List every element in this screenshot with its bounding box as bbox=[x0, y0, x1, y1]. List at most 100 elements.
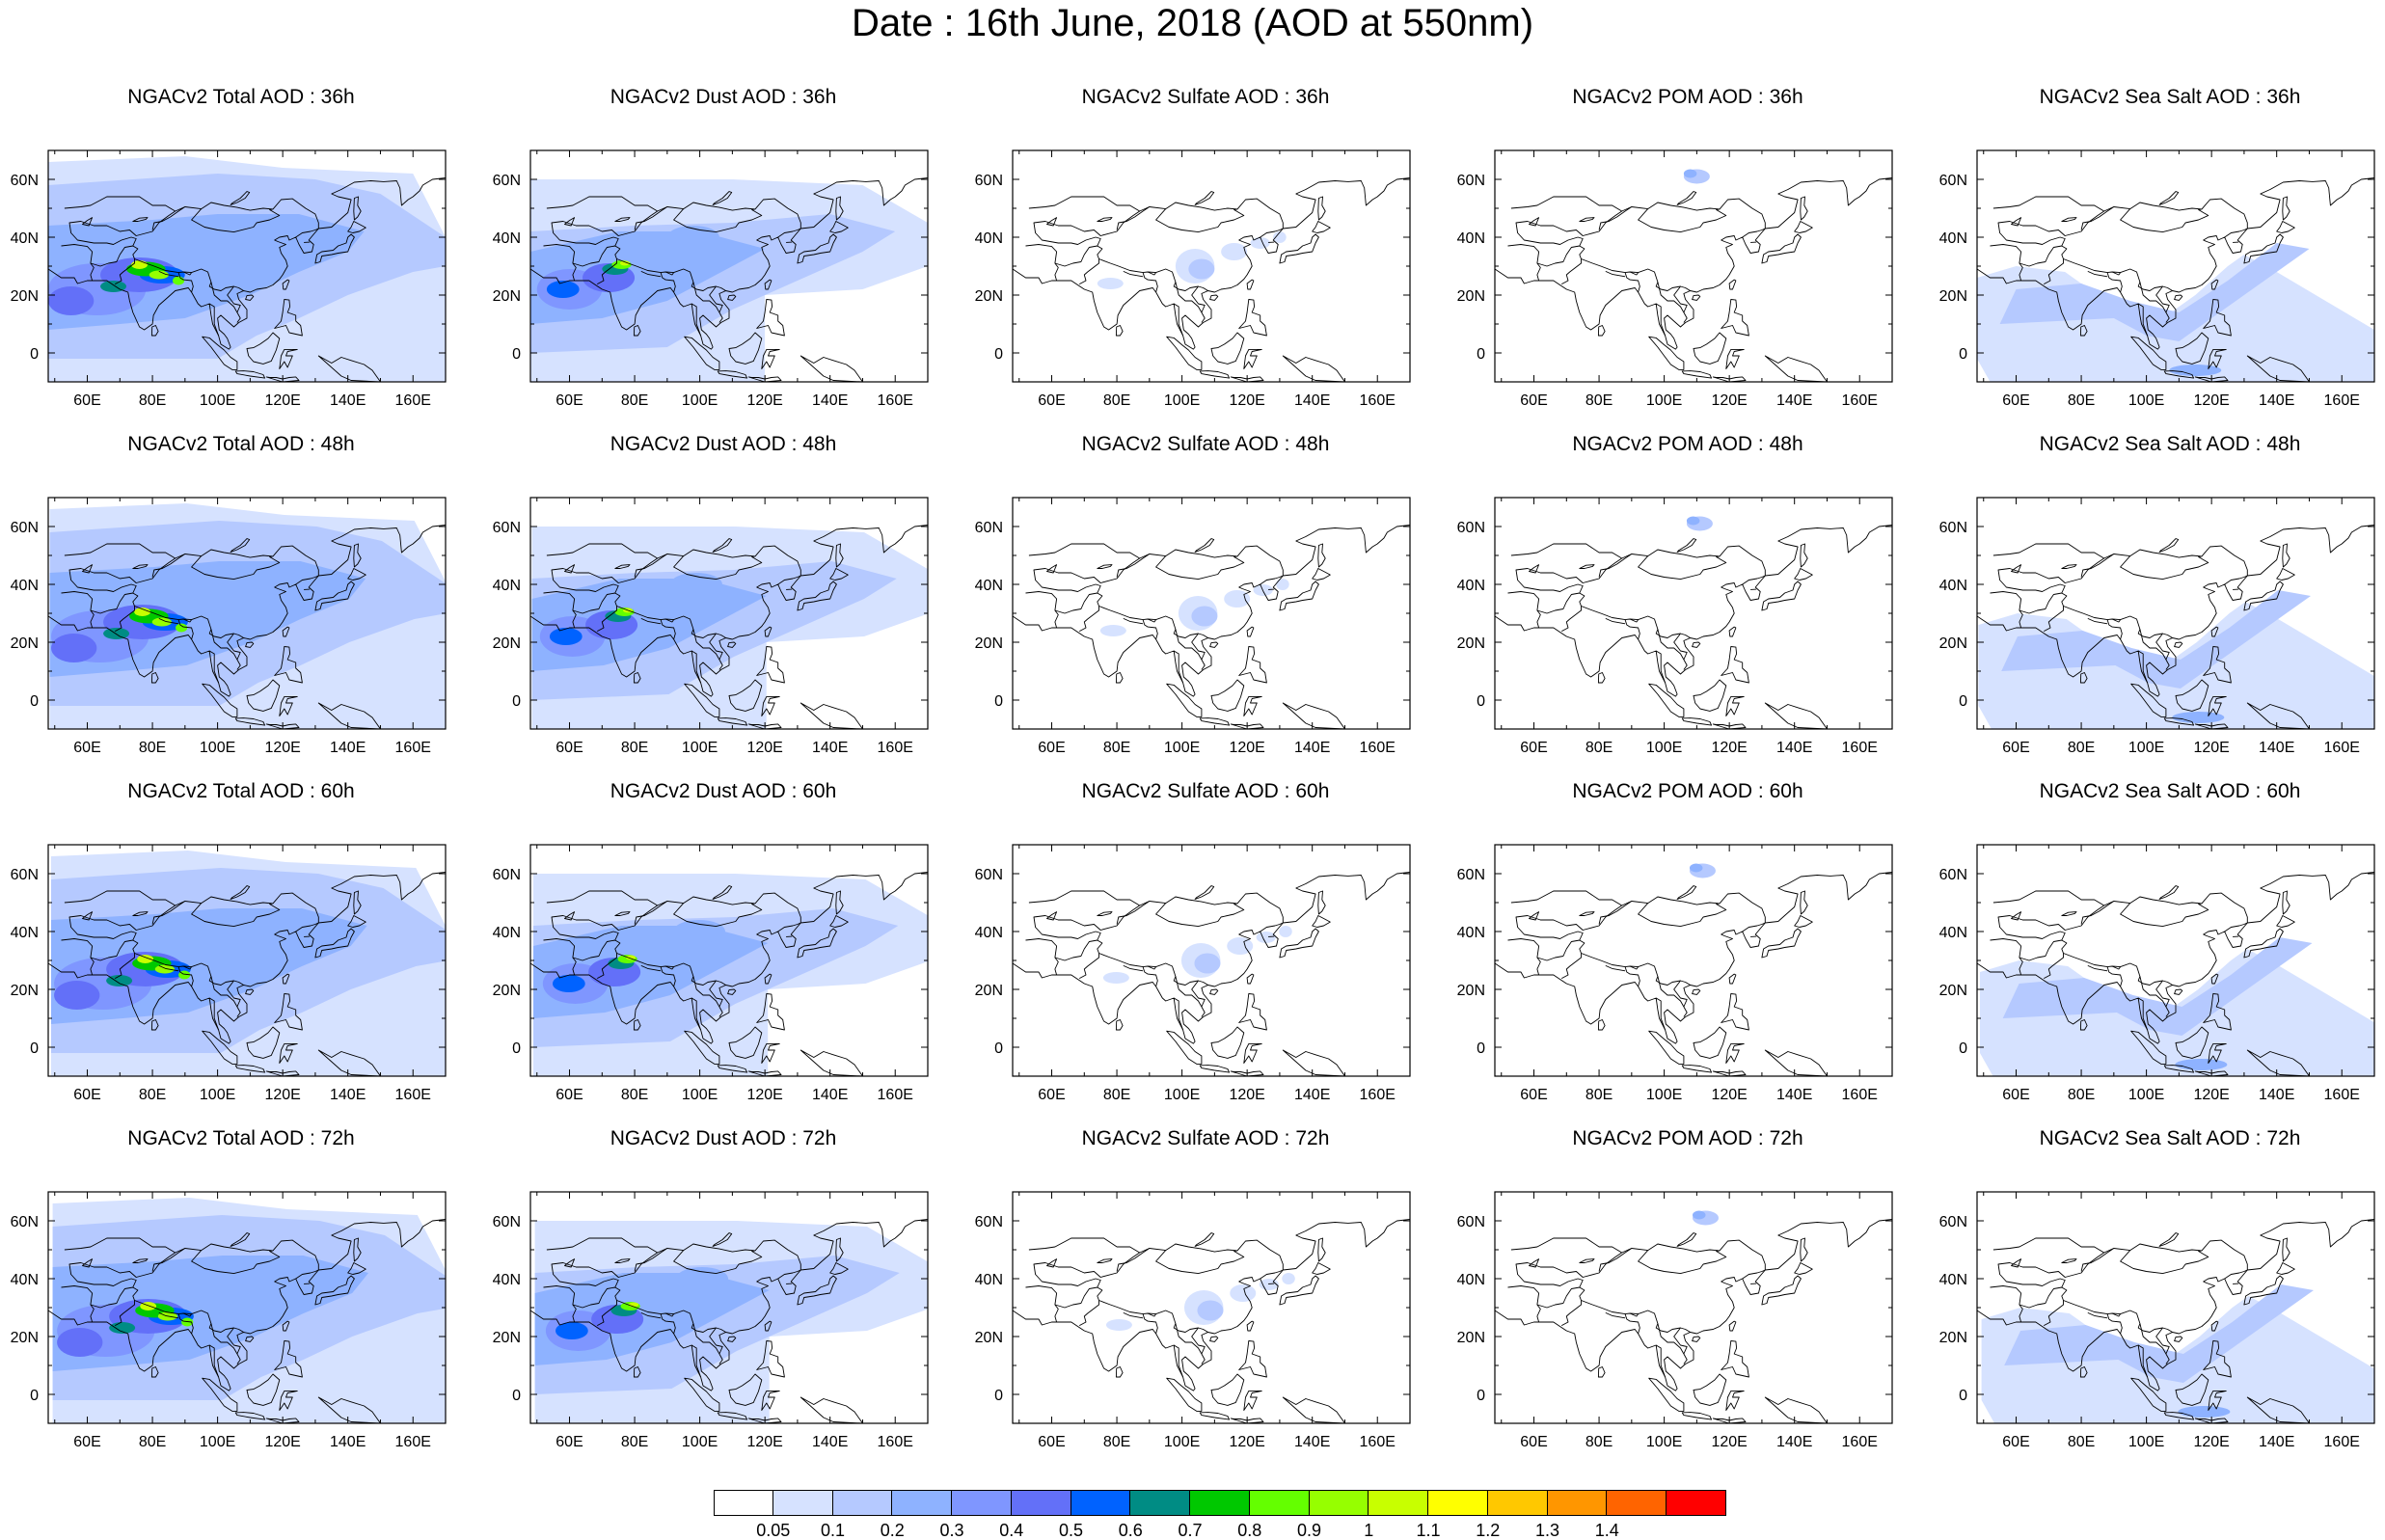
lat-tick-label: 60N bbox=[1939, 520, 1967, 536]
aod-contour-region bbox=[546, 281, 580, 298]
lat-tick-label: 60N bbox=[11, 520, 39, 536]
lat-tick-label: 0 bbox=[512, 1388, 521, 1404]
lon-tick-label: 60E bbox=[73, 1087, 100, 1103]
map-svg: 60E 80E 100E 120E 140E 160E 60N 40N 20N 0 bbox=[493, 149, 929, 409]
panel-title: NGACv2 POM AOD : 60h bbox=[1572, 780, 1803, 802]
aod-contour-region bbox=[1224, 590, 1251, 608]
map-plot: 60E 80E 100E 120E 140E 160E 60N 40N 20N 0 bbox=[964, 459, 1447, 760]
lon-tick-label: 100E bbox=[1164, 1434, 1200, 1450]
map-panel-sulfate-48h: NGACv2 Sulfate AOD : 48h 60E 80E 100E 120E 14… bbox=[964, 432, 1447, 760]
coastlines bbox=[1013, 177, 1410, 382]
lon-tick-label: 160E bbox=[1842, 1087, 1878, 1103]
aod-contour-region bbox=[173, 276, 185, 285]
map-svg: 60E 80E 100E 120E 140E 160E 60N 40N 20N 0 bbox=[493, 497, 929, 756]
lon-tick-label: 60E bbox=[73, 740, 100, 756]
lon-tick-label: 80E bbox=[1103, 1434, 1130, 1450]
colorbar-label: 0.1 bbox=[820, 1521, 846, 1540]
lat-tick-label: 40N bbox=[975, 1272, 1003, 1288]
lat-tick-label: 40N bbox=[11, 925, 39, 941]
lat-tick-label: 0 bbox=[994, 1040, 1003, 1057]
lon-tick-label: 160E bbox=[1842, 392, 1878, 409]
lat-tick-label: 20N bbox=[493, 1330, 521, 1346]
lat-tick-label: 60N bbox=[1457, 520, 1485, 536]
lon-tick-label: 80E bbox=[1585, 392, 1613, 409]
aod-contour-region bbox=[154, 964, 176, 974]
lon-tick-label: 140E bbox=[1294, 740, 1330, 756]
lon-tick-label: 80E bbox=[621, 392, 648, 409]
map-svg: 60E 80E 100E 120E 140E 160E 60N 40N 20N 0 bbox=[1939, 844, 2375, 1103]
aod-contour-region bbox=[2169, 365, 2222, 376]
coastlines bbox=[1495, 177, 1892, 382]
lon-tick-label: 100E bbox=[2128, 740, 2164, 756]
aod-contour-region bbox=[552, 975, 585, 992]
lon-tick-label: 120E bbox=[1229, 392, 1264, 409]
colorbar-label: 0.8 bbox=[1237, 1521, 1262, 1540]
lon-tick-label: 100E bbox=[2128, 1087, 2164, 1103]
lon-tick-label: 100E bbox=[2128, 1434, 2164, 1450]
aod-contour-region bbox=[1692, 1210, 1706, 1220]
lon-tick-label: 120E bbox=[2193, 1434, 2229, 1450]
aod-contour-region bbox=[149, 270, 169, 280]
map-plot: 60E 80E 100E 120E 140E 160E 60N 40N 20N 0 bbox=[482, 112, 964, 413]
lat-tick-label: 20N bbox=[1457, 1330, 1485, 1346]
coastlines bbox=[530, 177, 928, 382]
aod-contour-region bbox=[1689, 863, 1703, 873]
colorbar-label: 1.3 bbox=[1534, 1521, 1560, 1540]
panel-title: NGACv2 Dust AOD : 36h bbox=[610, 86, 837, 108]
lon-tick-label: 100E bbox=[200, 1087, 235, 1103]
lat-tick-label: 60N bbox=[975, 173, 1003, 189]
lon-tick-label: 120E bbox=[1229, 740, 1264, 756]
map-svg: 60E 80E 100E 120E 140E 160E 60N 40N 20N 0 bbox=[1939, 1191, 2375, 1450]
map-panel-total-60h: NGACv2 Total AOD : 60h 60E 80E 100E 120E 140E… bbox=[0, 779, 482, 1107]
coastlines bbox=[1013, 525, 1410, 729]
colorbar-label: 0.9 bbox=[1296, 1521, 1322, 1540]
lon-tick-label: 80E bbox=[2068, 1087, 2095, 1103]
axis-ticks bbox=[1977, 1191, 2375, 1424]
axis-ticks bbox=[1495, 1191, 1893, 1424]
lon-tick-label: 100E bbox=[682, 740, 718, 756]
lat-tick-label: 20N bbox=[975, 1330, 1003, 1346]
lat-tick-label: 20N bbox=[493, 635, 521, 652]
map-svg: 60E 80E 100E 120E 140E 160E 60N 40N 20N 0 bbox=[1457, 149, 1893, 409]
coastlines bbox=[530, 872, 928, 1076]
colorbar-swatch bbox=[772, 1490, 833, 1516]
aod-contour-region bbox=[672, 920, 725, 943]
lat-tick-label: 0 bbox=[512, 346, 521, 363]
lon-tick-label: 160E bbox=[1360, 740, 1396, 756]
lat-tick-label: 40N bbox=[975, 925, 1003, 941]
aod-contour-region bbox=[51, 634, 97, 662]
lon-tick-label: 160E bbox=[878, 392, 913, 409]
aod-contour-region bbox=[2002, 937, 2313, 1036]
colorbar-label: 0.4 bbox=[999, 1521, 1024, 1540]
lat-tick-label: 20N bbox=[1457, 983, 1485, 999]
lon-tick-label: 60E bbox=[2002, 1087, 2029, 1103]
panel-title: NGACv2 POM AOD : 36h bbox=[1572, 86, 1803, 108]
panel-title: NGACv2 Total AOD : 60h bbox=[127, 780, 355, 802]
map-plot: 60E 80E 100E 120E 140E 160E 60N 40N 20N 0 bbox=[482, 806, 964, 1107]
lon-tick-label: 60E bbox=[1038, 1087, 1065, 1103]
map-panel-total-48h: NGACv2 Total AOD : 48h 60E 80E 100E 120E 140E… bbox=[0, 432, 482, 760]
lon-tick-label: 60E bbox=[73, 392, 100, 409]
lon-tick-label: 80E bbox=[139, 392, 166, 409]
lon-tick-label: 60E bbox=[1520, 740, 1547, 756]
map-svg: 60E 80E 100E 120E 140E 160E 60N 40N 20N 0 bbox=[1457, 497, 1893, 756]
lat-tick-label: 60N bbox=[975, 867, 1003, 883]
colorbar-swatch bbox=[1130, 1490, 1190, 1516]
lat-tick-label: 40N bbox=[1939, 578, 1967, 594]
lon-tick-label: 60E bbox=[556, 1087, 583, 1103]
map-panel-pom-72h: NGACv2 POM AOD : 72h 60E 80E 100E 120E 140E 16… bbox=[1447, 1126, 1929, 1454]
map-panel-sulfate-60h: NGACv2 Sulfate AOD : 60h 60E 80E 100E 120E 14… bbox=[964, 779, 1447, 1107]
lat-tick-label: 20N bbox=[975, 635, 1003, 652]
lon-tick-label: 60E bbox=[1520, 1087, 1547, 1103]
lon-tick-label: 100E bbox=[1646, 392, 1682, 409]
aod-contour-region bbox=[131, 260, 148, 269]
aod-contour-region bbox=[2178, 1406, 2231, 1418]
map-plot: 60E 80E 100E 120E 140E 160E 60N 40N 20N 0 bbox=[964, 1153, 1447, 1454]
colorbar-label: 0.7 bbox=[1178, 1521, 1203, 1540]
aod-contour-region bbox=[48, 286, 95, 315]
lon-tick-label: 140E bbox=[1776, 1434, 1812, 1450]
map-svg: 60E 80E 100E 120E 140E 160E 60N 40N 20N 0 bbox=[1939, 497, 2375, 756]
lon-tick-label: 140E bbox=[812, 1087, 848, 1103]
main-title: Date : 16th June, 2018 (AOD at 550nm) bbox=[851, 2, 1534, 44]
lon-tick-label: 80E bbox=[621, 740, 648, 756]
